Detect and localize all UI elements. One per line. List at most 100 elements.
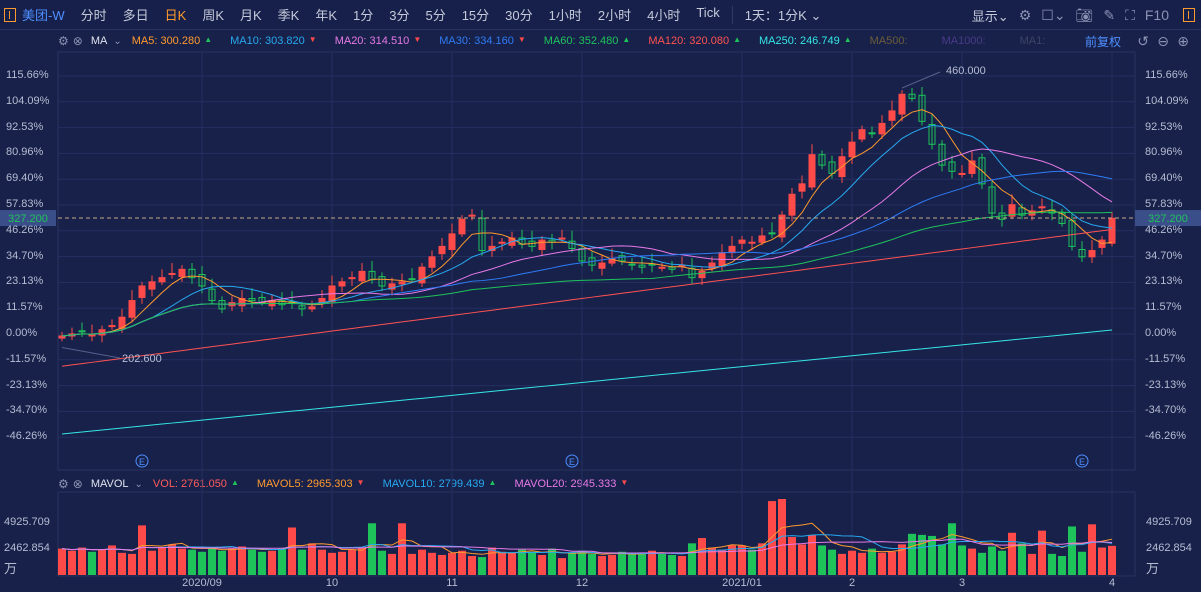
range-select[interactable]: 1天：1分K ⌄ [744,8,822,23]
chevron-down-icon[interactable]: ⌄ [113,35,122,47]
volume-bar [928,535,936,575]
candle-body [648,263,656,266]
low-label: 202.600 [122,353,162,365]
volume-bar [118,552,126,575]
volume-bar [368,523,376,575]
candle-body [158,277,166,283]
zoom-in-icon[interactable]: ⊕ [1177,32,1189,49]
legend-item: MA30: 334.160 [439,35,514,47]
mavol5-line [61,522,1113,555]
volume-bar [1008,532,1016,575]
display-menu[interactable]: 显示⌄ [971,8,1009,24]
fullscreen-icon[interactable]: ⛶ [1125,6,1135,23]
period-tab[interactable]: 年K [315,8,337,23]
camera-icon[interactable]: 📷︎ [1075,6,1094,23]
candle-body [1038,206,1046,209]
layout-select-icon[interactable]: ☐⌄ [1041,6,1066,23]
volume-bar [268,550,276,575]
candle-body [908,93,916,99]
candle-body [868,132,876,135]
settings-icon[interactable]: ⚙ [58,477,69,491]
legend-item: VOL: 2761.050 [152,478,227,490]
volume-bar [518,549,526,575]
pencil-icon[interactable]: ✎ [1103,6,1116,23]
y-tick-right: 80.96% [1145,146,1183,159]
candle-body [218,300,226,310]
volume-bar [638,552,646,575]
period-tab[interactable]: 3分 [389,8,410,23]
volume-bar [988,546,996,575]
candle-body [788,193,796,216]
volume-bar [358,547,366,575]
volume-bar [648,550,656,575]
volume-bar [1048,553,1056,575]
candle-body [758,235,766,243]
volume-bar [828,549,836,575]
sidebar-toggle-icon[interactable] [4,7,16,22]
period-tab[interactable]: Tick [696,5,720,20]
f10-button[interactable]: F10 [1144,7,1169,23]
period-tab[interactable]: 日K [164,8,187,23]
undo-icon[interactable]: ↺ [1137,32,1149,49]
period-tab[interactable]: 2小时 [597,8,632,23]
volume-bar [898,544,906,575]
gear-icon[interactable]: ⚙ [1018,6,1032,23]
volume-bar [308,543,316,575]
volume-bar [188,549,196,575]
candle-body [58,335,66,339]
period-tab[interactable]: 1小时 [548,8,582,23]
candle-body [538,239,546,251]
range-label: 1天：1分K [744,8,807,23]
legend-item: MAVOL5: 2965.303 [256,478,353,490]
candle-body [148,281,156,290]
volume-frame [57,491,1136,577]
candle-body [828,161,836,174]
zoom-out-icon[interactable]: ⊖ [1157,32,1169,49]
volume-bar [298,549,306,575]
adjust-button[interactable]: 前复权 [1084,34,1121,49]
candle-body [108,325,116,328]
volume-bar [1018,543,1026,575]
indicator-name[interactable]: MA [90,35,108,47]
period-tab[interactable]: 15分 [461,8,490,23]
period-tab[interactable]: 周K [202,8,224,23]
period-tab[interactable]: 月K [239,8,262,23]
ma120-line [61,228,1113,367]
period-tab[interactable]: 1分 [353,8,374,23]
panel-toggle-icon[interactable] [1183,8,1195,22]
period-tab[interactable]: 分时 [80,8,107,23]
close-icon[interactable]: ⊗ [72,477,83,491]
symbol-name[interactable]: 美团-W [22,8,65,23]
volume-bar [148,550,156,575]
y-tick-left: 11.57% [6,301,43,314]
settings-icon[interactable]: ⚙ [58,34,69,48]
candle-body [248,297,256,302]
candle-body [878,122,886,135]
chevron-down-icon[interactable]: ⌄ [134,478,143,490]
volume-bar [338,551,346,575]
arrow-up-icon: ▲ [733,35,741,44]
volume-bar [88,551,96,575]
candle-body [888,110,896,121]
volume-bar [568,552,576,575]
volume-bar [998,550,1006,575]
period-tab[interactable]: 5分 [425,8,446,23]
volume-bar [448,552,456,575]
indicator-name[interactable]: MAVOL [90,478,129,490]
candle-body [968,160,976,174]
arrow-up-icon: ▲ [488,478,497,487]
period-tab[interactable]: 季K [277,8,300,23]
period-tab[interactable]: 多日 [122,8,149,23]
period-tab[interactable]: 4小时 [647,8,681,23]
candle-body [238,297,246,307]
candle-body [118,316,126,330]
x-tick: 11 [446,577,458,589]
candle-body [818,154,826,166]
volume-bar [908,533,916,575]
close-icon[interactable]: ⊗ [72,34,83,48]
y-tick-right: 57.83% [1145,198,1183,210]
volume-bar [588,553,596,575]
period-tab[interactable]: 30分 [505,8,533,23]
candle-body [458,218,466,235]
